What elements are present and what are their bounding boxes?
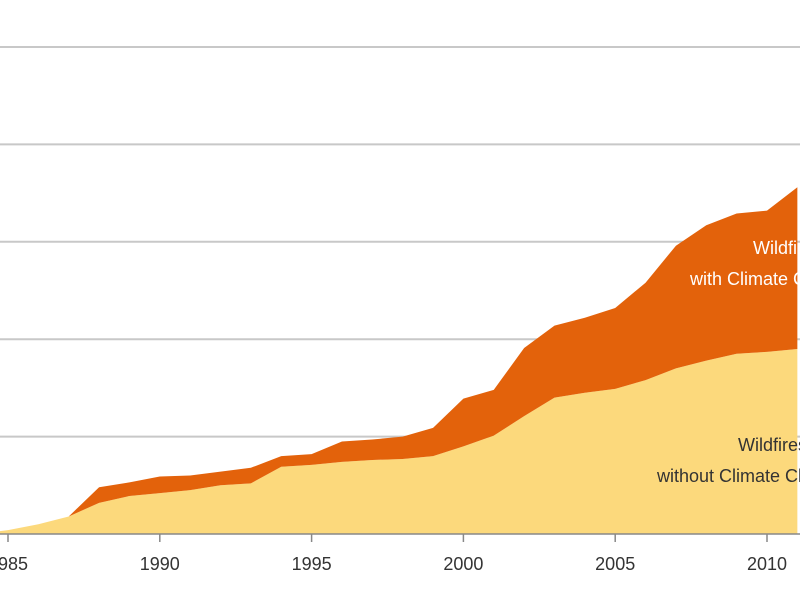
x-tick-label: 1990 [140, 554, 180, 574]
area [0, 187, 798, 532]
x-tick-label: 2010 [747, 554, 787, 574]
x-tick-label: 2005 [595, 554, 635, 574]
series-label: without Climate Change [656, 466, 800, 486]
series-label: Wildfires [738, 435, 800, 455]
x-tick-label: 1985 [0, 554, 28, 574]
series-label: with Climate Change [689, 269, 800, 289]
area [0, 348, 798, 534]
series-label: Wildfires [753, 238, 800, 258]
x-tick-label: 2000 [443, 554, 483, 574]
x-tick-label: 1995 [292, 554, 332, 574]
